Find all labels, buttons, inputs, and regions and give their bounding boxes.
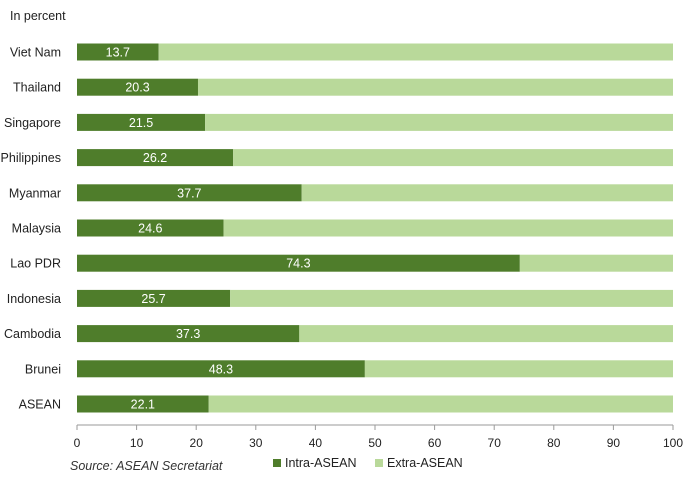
legend-label-1: Extra-ASEAN (387, 456, 463, 470)
x-tick-label-8: 80 (547, 436, 561, 450)
bar-extra-9 (364, 360, 673, 378)
legend-label-0: Intra-ASEAN (285, 456, 357, 470)
data-label-8: 37.3 (176, 327, 200, 341)
x-tick-label-9: 90 (607, 436, 621, 450)
bar-extra-3 (233, 149, 674, 167)
bar-intra-10 (77, 395, 209, 413)
bar-extra-7 (230, 289, 673, 307)
category-label-6: Lao PDR (10, 257, 61, 271)
legend: Intra-ASEAN Extra-ASEAN (273, 456, 463, 470)
data-label-4: 37.7 (177, 186, 201, 200)
bar-extra-1 (197, 78, 673, 96)
category-label-9: Brunei (25, 362, 61, 376)
category-label-1: Thailand (13, 81, 61, 95)
data-label-0: 13.7 (106, 46, 130, 60)
bar-extra-6 (519, 254, 673, 272)
category-label-2: Singapore (4, 116, 61, 130)
data-label-7: 25.7 (141, 292, 165, 306)
bar-extra-4 (301, 184, 673, 202)
legend-swatch-0 (273, 459, 281, 467)
data-label-2: 21.5 (129, 116, 153, 130)
x-tick-label-2: 20 (190, 436, 204, 450)
category-label-3: Philippines (1, 151, 61, 165)
bar-extra-10 (208, 395, 673, 413)
bar-extra-5 (223, 219, 673, 237)
bar-extra-0 (158, 43, 674, 61)
x-tick-label-1: 10 (130, 436, 144, 450)
category-label-10: ASEAN (19, 398, 61, 412)
x-tick-label-3: 30 (249, 436, 263, 450)
bar-extra-2 (205, 113, 673, 131)
bar-intra-5 (77, 219, 224, 237)
category-label-4: Myanmar (9, 186, 61, 200)
data-label-1: 20.3 (125, 81, 149, 95)
category-labels-layer: Viet Nam 13.7 Thailand 20.3 Singapore 21.5 Phi… (1, 46, 311, 412)
x-tick-label-0: 0 (74, 436, 81, 450)
bar-intra-7 (77, 289, 231, 307)
x-tick-label-10: 100 (663, 436, 683, 450)
data-label-9: 48.3 (209, 362, 233, 376)
bar-extra-8 (299, 325, 673, 343)
data-label-6: 74.3 (286, 257, 310, 271)
category-label-7: Indonesia (7, 292, 61, 306)
category-label-5: Malaysia (12, 222, 61, 236)
bar-intra-1 (77, 78, 198, 96)
bar-intra-3 (77, 149, 234, 167)
data-label-3: 26.2 (143, 151, 167, 165)
bar-intra-8 (77, 325, 300, 343)
x-tick-label-5: 50 (368, 436, 382, 450)
x-tick-label-7: 70 (488, 436, 502, 450)
category-label-8: Cambodia (4, 327, 61, 341)
bar-intra-9 (77, 360, 365, 378)
data-label-5: 24.6 (138, 222, 162, 236)
x-tick-label-6: 60 (428, 436, 442, 450)
x-axis: 0 10 20 30 40 50 60 70 80 90 100 (74, 424, 683, 450)
bar-intra-2 (77, 113, 206, 131)
unit-label: In percent (10, 9, 66, 23)
data-label-10: 22.1 (131, 398, 155, 412)
bar-intra-6 (77, 254, 520, 272)
legend-swatch-1 (375, 459, 383, 467)
x-tick-label-4: 40 (309, 436, 323, 450)
bar-intra-0 (77, 43, 159, 61)
source-note: Source: ASEAN Secretariat (70, 459, 223, 473)
category-label-0: Viet Nam (10, 46, 61, 60)
bar-intra-4 (77, 184, 302, 202)
bars-layer (77, 43, 674, 413)
